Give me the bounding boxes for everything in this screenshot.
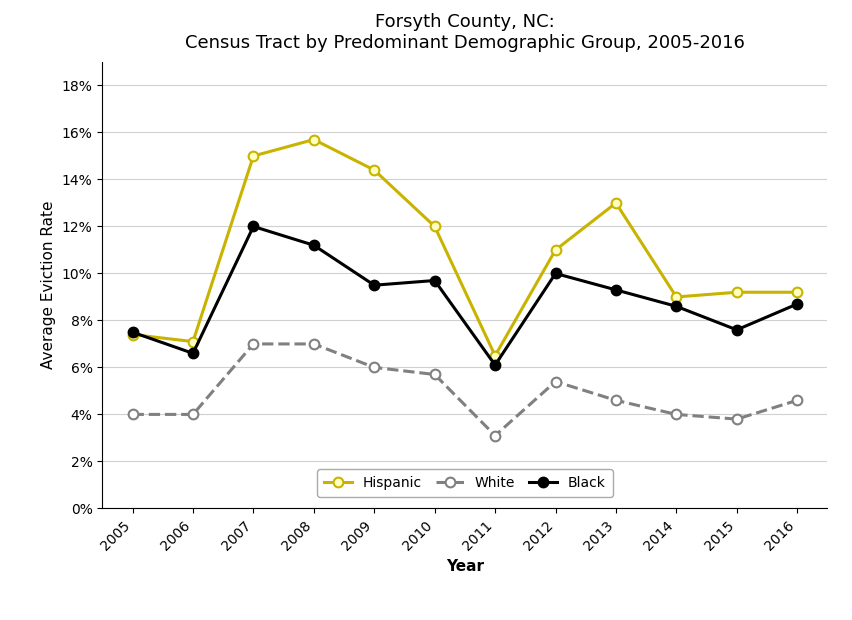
White: [792, 397, 802, 404]
Line: Black: Black: [128, 221, 801, 370]
Black: [429, 277, 440, 284]
Hispanic: [369, 166, 379, 174]
White: [610, 397, 620, 404]
Hispanic: [610, 199, 620, 206]
Black: [369, 281, 379, 289]
Hispanic: [187, 338, 198, 345]
White: [248, 340, 258, 348]
White: [127, 410, 137, 418]
Black: [792, 300, 802, 308]
Hispanic: [671, 293, 681, 301]
Black: [550, 270, 560, 277]
White: [429, 371, 440, 378]
X-axis label: Year: Year: [446, 559, 483, 574]
Black: [671, 303, 681, 310]
Hispanic: [792, 288, 802, 296]
Black: [489, 361, 499, 369]
Hispanic: [489, 352, 499, 360]
Black: [308, 242, 319, 249]
White: [308, 340, 319, 348]
Legend: Hispanic, White, Black: Hispanic, White, Black: [317, 469, 612, 497]
Hispanic: [731, 288, 741, 296]
Title: Forsyth County, NC:
Census Tract by Predominant Demographic Group, 2005-2016: Forsyth County, NC: Census Tract by Pred…: [185, 13, 744, 52]
White: [369, 364, 379, 371]
Black: [731, 326, 741, 334]
White: [187, 410, 198, 418]
Hispanic: [308, 136, 319, 143]
Hispanic: [127, 331, 137, 339]
White: [731, 415, 741, 423]
Hispanic: [248, 153, 258, 160]
White: [550, 378, 560, 385]
Line: Hispanic: Hispanic: [128, 135, 801, 361]
Black: [187, 350, 198, 357]
Black: [127, 329, 137, 336]
Black: [610, 286, 620, 294]
White: [489, 432, 499, 440]
White: [671, 410, 681, 418]
Hispanic: [550, 246, 560, 254]
Hispanic: [429, 223, 440, 230]
Line: White: White: [128, 339, 801, 440]
Y-axis label: Average Eviction Rate: Average Eviction Rate: [41, 201, 56, 370]
Black: [248, 223, 258, 230]
